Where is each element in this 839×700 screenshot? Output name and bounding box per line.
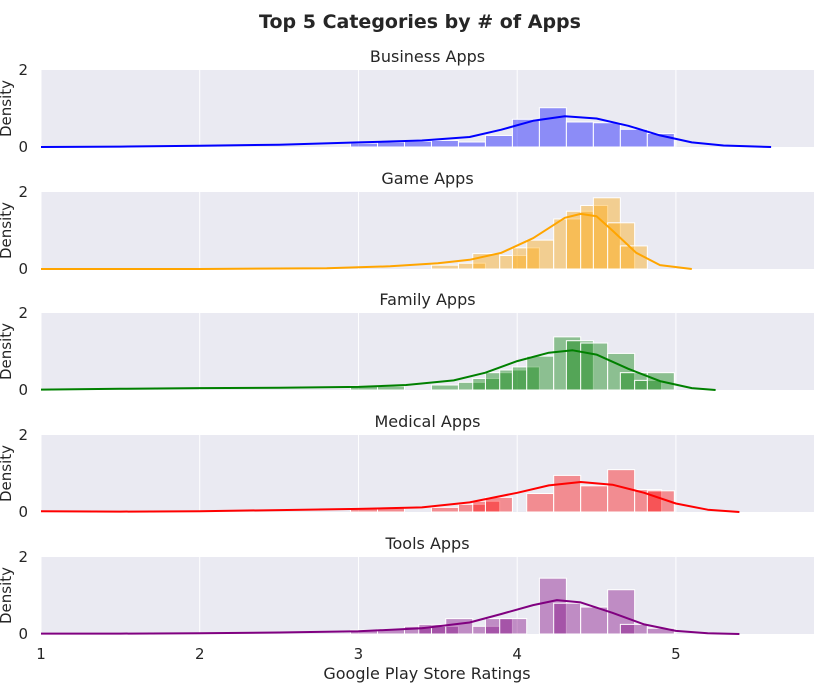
kde-line [40,115,772,148]
histogram-bar [553,474,582,513]
histogram-bar [484,496,513,513]
y-tick-label: 0 [18,260,28,278]
y-tick-label: 2 [18,304,28,322]
histogram-bar [484,134,513,148]
histogram-bar [430,139,459,148]
histogram-bar [511,247,540,270]
x-tick-label: 2 [195,645,205,663]
y-tick-label: 0 [18,503,28,521]
panel-background [41,70,814,147]
y-axis-label: Density [0,80,15,137]
chart-title: Top 5 Categories by # of Apps [259,11,581,33]
y-tick-label: 0 [18,381,28,399]
histogram-bar [607,469,636,513]
x-tick-label: 3 [354,645,364,663]
y-tick-label: 0 [18,625,28,643]
histogram-bar [403,140,432,148]
histogram-bar [526,239,555,270]
y-tick-label: 2 [18,426,28,444]
histogram-bar [619,128,648,148]
histogram-bar [580,606,609,635]
histogram-bar [499,618,528,635]
subplot-title: Business Apps [370,47,485,66]
y-tick-label: 0 [18,138,28,156]
y-tick-label: 2 [18,548,28,566]
histogram-bar [538,107,567,148]
histogram-bar [565,121,594,148]
kde-line [41,212,692,270]
histogram-bar [580,342,609,391]
histogram-bar [565,340,594,391]
x-axis-label: Google Play Store Ratings [323,664,530,683]
histogram-bar [592,122,621,148]
histogram-bar [457,141,486,148]
histogram-bar [445,618,474,635]
histogram-bar [430,264,459,270]
kde-line [40,481,740,513]
histogram-bar [377,141,405,148]
kde-line [40,349,716,391]
y-axis-label: Density [0,567,15,624]
histogram-bar [430,384,459,391]
x-tick-label: 5 [671,645,681,663]
histogram-bar [511,366,540,391]
y-axis-label: Density [0,323,15,380]
histogram-bar [526,355,555,391]
histogram-bar [430,506,459,513]
y-tick-label: 2 [18,61,28,79]
panel-background [41,192,814,269]
histogram-bar [619,623,648,635]
histogram-bar [565,210,594,270]
subplot-title: Medical Apps [375,412,481,431]
histogram-bar [553,336,582,391]
panel-background [41,557,814,634]
panel-background [41,435,814,512]
panel-background [41,313,814,390]
x-tick-label: 4 [512,645,522,663]
histogram-bar [526,493,555,513]
y-axis-label: Density [0,202,15,259]
x-axis: 1 2 3 4 5 [36,645,680,663]
histogram-bar [538,577,567,635]
kde-line [41,599,740,635]
histogram-bar [350,142,379,148]
histogram-bar [580,485,609,513]
subplot-title: Tools Apps [384,534,469,553]
histogram-bar [457,262,486,270]
subplot-title: Game Apps [381,169,473,188]
y-tick-label: 2 [18,183,28,201]
histogram-bar [553,602,582,635]
subplot-title: Family Apps [379,290,475,309]
x-tick-label: 1 [36,645,46,663]
histogram-bar [484,618,513,635]
y-axis-label: Density [0,445,15,502]
